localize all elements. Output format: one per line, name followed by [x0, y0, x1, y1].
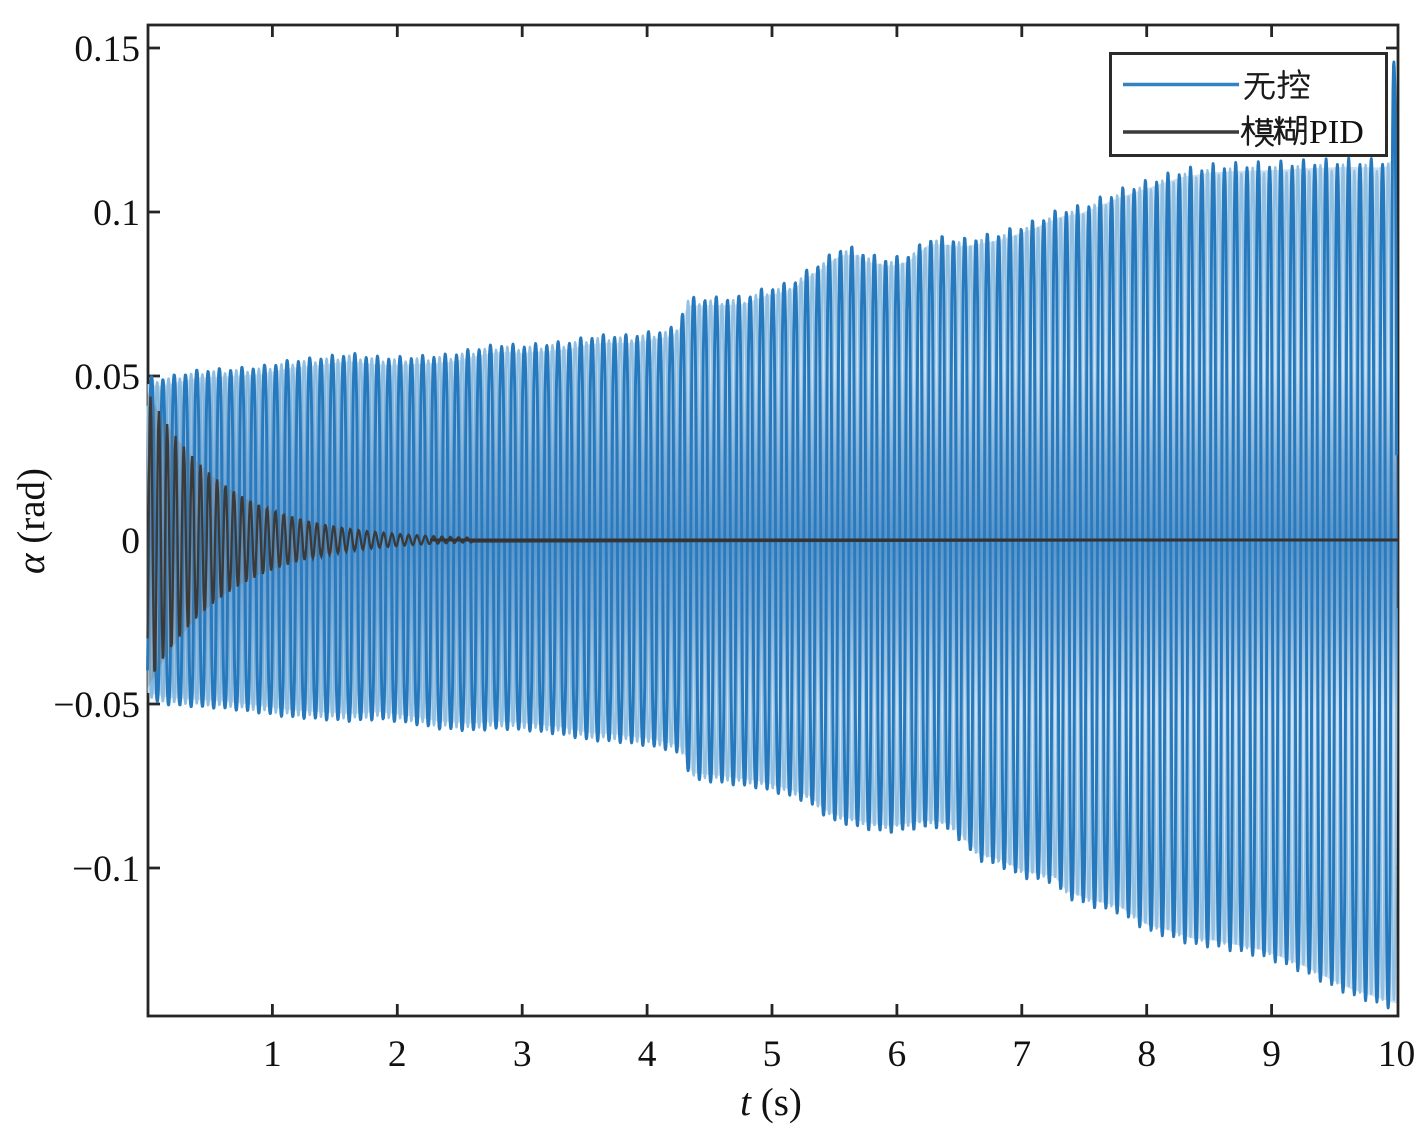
svg-text:8: 8 — [1137, 1034, 1156, 1075]
svg-text:0: 0 — [121, 521, 140, 562]
svg-text:10: 10 — [1378, 1034, 1416, 1075]
svg-text:9: 9 — [1262, 1034, 1281, 1075]
svg-text:7: 7 — [1012, 1034, 1031, 1075]
svg-text:4: 4 — [638, 1034, 657, 1075]
svg-text:−0.1: −0.1 — [72, 849, 140, 890]
svg-text:−0.05: −0.05 — [53, 685, 140, 726]
svg-text:5: 5 — [763, 1034, 782, 1075]
svg-text:t (s): t (s) — [740, 1081, 802, 1124]
svg-text:1: 1 — [263, 1034, 282, 1075]
svg-text:0.15: 0.15 — [74, 29, 140, 70]
svg-text:PID: PID — [1309, 114, 1364, 151]
svg-text:2: 2 — [388, 1034, 407, 1075]
svg-text:3: 3 — [513, 1034, 532, 1075]
svg-text:0.05: 0.05 — [74, 357, 140, 398]
svg-text:0.1: 0.1 — [93, 193, 140, 234]
svg-text:α (rad): α (rad) — [10, 468, 53, 574]
svg-text:6: 6 — [888, 1034, 907, 1075]
